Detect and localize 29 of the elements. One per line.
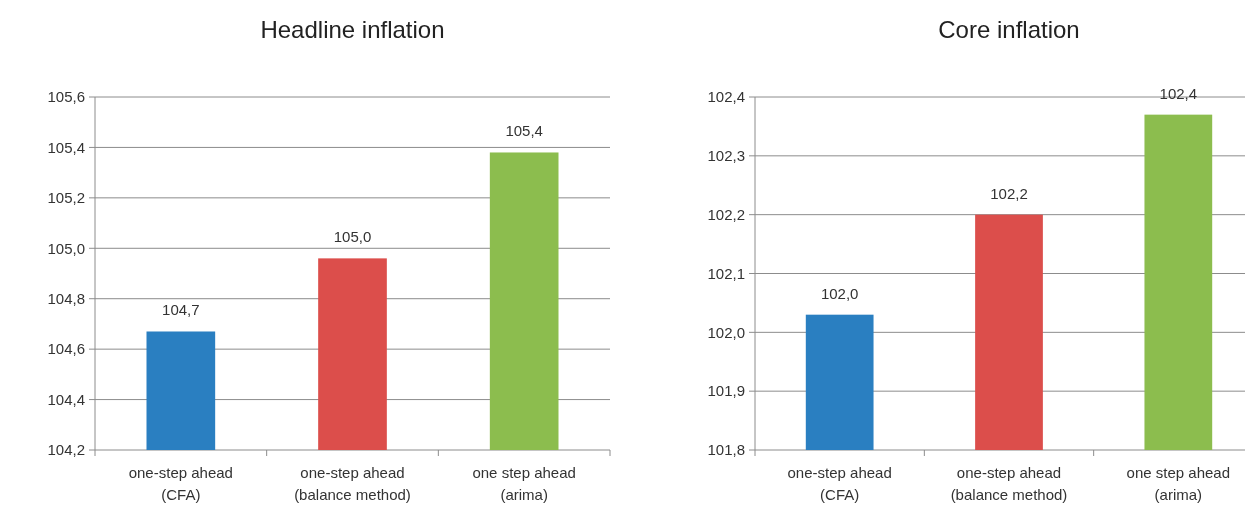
y-tick-label: 105,0 (47, 239, 85, 257)
y-tick-label: 101,9 (707, 382, 745, 400)
y-tick-label: 102,2 (707, 205, 745, 223)
x-tick-label: one-step ahead (CFA) (128, 464, 233, 503)
y-tick-label: 102,4 (707, 88, 745, 106)
y-tick-label: 102,0 (707, 323, 745, 341)
y-tick-label: 104,2 (47, 441, 85, 459)
y-tick-label: 102,3 (707, 147, 745, 165)
x-tick-label: one step ahead (arima) (1126, 464, 1231, 503)
y-tick-label: 105,2 (47, 189, 85, 207)
y-tick-label: 104,6 (47, 340, 85, 358)
y-tick-label: 104,4 (47, 390, 85, 408)
x-tick-label: one-step ahead (balance method) (294, 464, 411, 503)
y-tick-label: 104,8 (47, 289, 85, 307)
data-label: 104,7 (162, 301, 200, 319)
y-tick-label: 105,6 (47, 88, 85, 106)
x-tick-label: one-step ahead (CFA) (787, 464, 892, 503)
chart-title: Core inflation (938, 16, 1080, 43)
chart-title: Headline inflation (260, 16, 445, 43)
data-label: 105,4 (505, 122, 543, 140)
data-label: 102,2 (990, 184, 1028, 202)
data-label: 102,0 (820, 284, 859, 302)
x-tick-label: one step ahead (arima) (472, 464, 576, 503)
y-tick-label: 101,8 (707, 441, 745, 459)
data-label: 102,4 (1159, 84, 1198, 102)
y-tick-label: 102,1 (707, 264, 745, 282)
y-tick-label: 105,4 (47, 138, 85, 156)
x-tick-label: one-step ahead (balance method) (950, 464, 1068, 503)
data-label: 105,0 (333, 228, 372, 246)
